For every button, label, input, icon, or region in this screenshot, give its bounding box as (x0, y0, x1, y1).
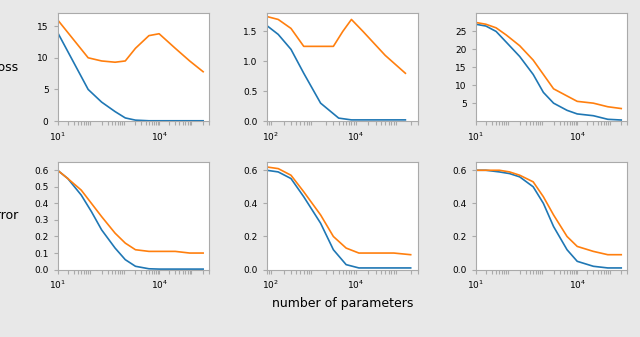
X-axis label: number of parameters: number of parameters (272, 297, 413, 310)
Y-axis label: loss: loss (0, 61, 19, 74)
Y-axis label: error: error (0, 209, 19, 222)
